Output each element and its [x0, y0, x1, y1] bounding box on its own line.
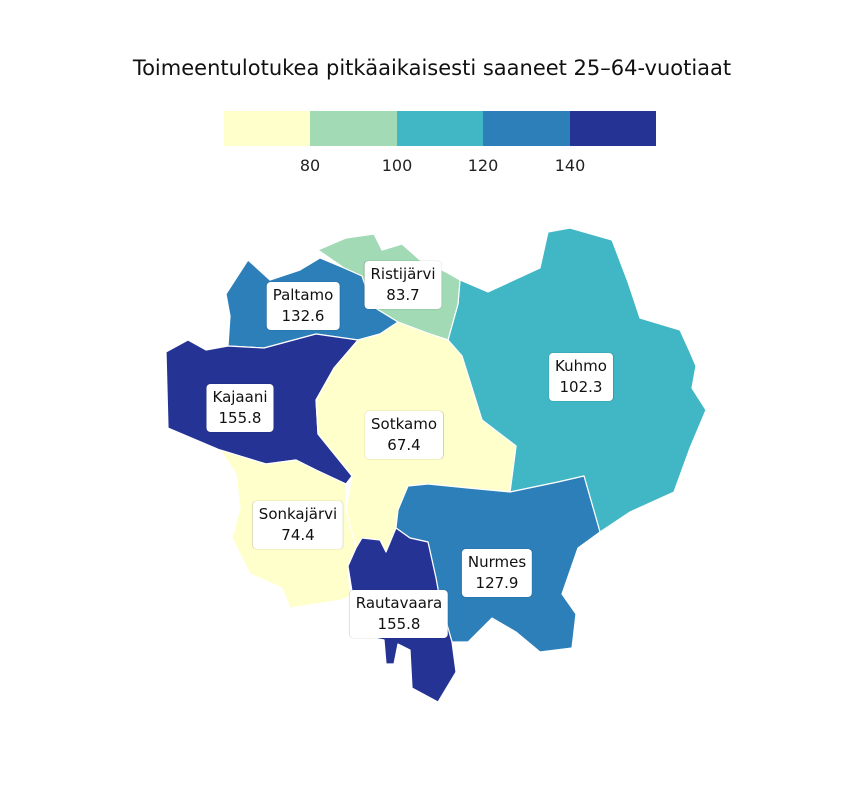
legend-swatch-5	[569, 111, 657, 146]
region-value: 83.7	[386, 286, 420, 304]
region-value: 102.3	[559, 378, 603, 396]
region-value: 155.8	[218, 409, 262, 427]
label-paltamo: Paltamo 132.6	[266, 282, 340, 330]
label-sonkajarvi: Sonkajärvi 74.4	[252, 501, 344, 549]
region-name: Nurmes	[467, 553, 527, 571]
region-name: Sonkajärvi	[258, 505, 338, 523]
region-value: 132.6	[281, 307, 325, 325]
region-value: 74.4	[281, 526, 315, 544]
label-ristijarvi: Ristijärvi 83.7	[364, 261, 442, 309]
legend-swatch-1	[224, 111, 311, 146]
legend-tick-140: 140	[554, 156, 586, 175]
label-kuhmo: Kuhmo 102.3	[549, 353, 613, 401]
region-name: Kuhmo	[555, 357, 607, 375]
label-kajaani: Kajaani 155.8	[206, 384, 274, 432]
legend-tick-120: 120	[467, 156, 499, 175]
legend-tick-80: 80	[299, 156, 321, 175]
color-legend	[224, 111, 657, 146]
map-title: Toimeentulotukea pitkäaikaisesti saaneet…	[132, 56, 732, 80]
region-value: 127.9	[475, 574, 519, 592]
region-name: Paltamo	[272, 286, 334, 304]
legend-swatch-3	[396, 111, 484, 146]
legend-swatch-4	[483, 111, 570, 146]
region-value: 155.8	[377, 615, 421, 633]
region-name: Kajaani	[212, 388, 268, 406]
region-name: Ristijärvi	[370, 265, 436, 283]
region-value: 67.4	[387, 436, 421, 454]
region-name: Sotkamo	[371, 415, 437, 433]
legend-tick-100: 100	[381, 156, 413, 175]
label-sotkamo: Sotkamo 67.4	[365, 411, 443, 459]
label-rautavaara: Rautavaara 155.8	[349, 590, 449, 638]
legend-swatch-2	[310, 111, 397, 146]
label-nurmes: Nurmes 127.9	[461, 549, 533, 597]
region-name: Rautavaara	[355, 594, 443, 612]
